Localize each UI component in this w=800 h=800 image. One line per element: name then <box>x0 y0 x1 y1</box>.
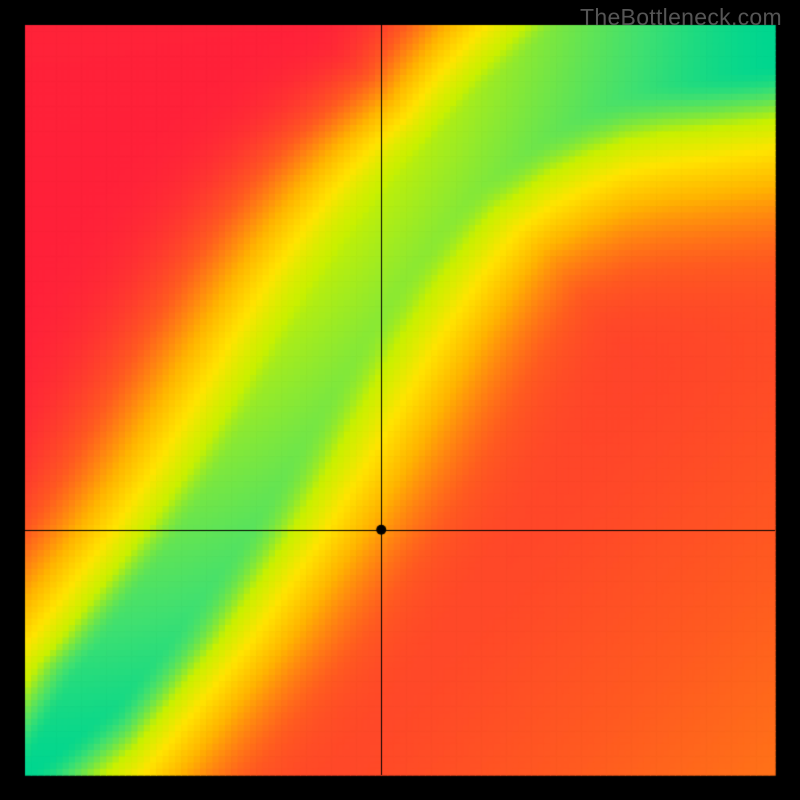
heatmap-canvas <box>0 0 800 800</box>
bottleneck-heatmap: TheBottleneck.com <box>0 0 800 800</box>
watermark-label: TheBottleneck.com <box>580 4 782 31</box>
